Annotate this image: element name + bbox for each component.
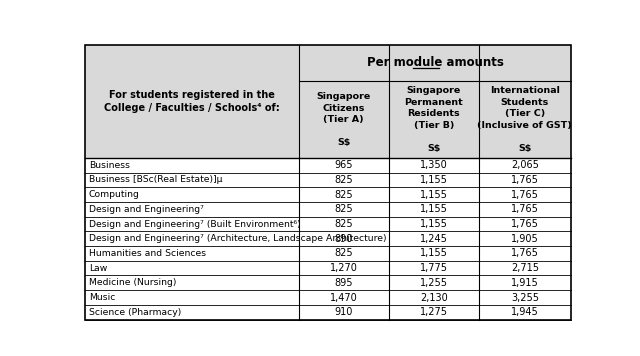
Text: 1,470: 1,470	[330, 293, 358, 303]
Bar	[479, 158, 571, 173]
Text: 1,155: 1,155	[420, 175, 447, 185]
Text: Design and Engineering⁷ (Architecture, Landscape Architecture): Design and Engineering⁷ (Architecture, L…	[89, 234, 387, 243]
Bar	[299, 202, 388, 217]
Text: 1,270: 1,270	[330, 263, 358, 273]
Text: Computing: Computing	[89, 190, 140, 199]
Text: 1,915: 1,915	[511, 278, 539, 288]
Text: 1,275: 1,275	[420, 307, 448, 317]
Text: Science (Pharmacy): Science (Pharmacy)	[89, 308, 181, 317]
Text: 1,775: 1,775	[420, 263, 448, 273]
Text: 1,155: 1,155	[420, 248, 447, 258]
Text: 2,065: 2,065	[511, 160, 539, 170]
Bar	[388, 81, 479, 158]
Bar	[85, 231, 299, 246]
Text: 1,255: 1,255	[420, 278, 448, 288]
Text: 895: 895	[335, 278, 353, 288]
Text: International
Students
(Tier C)
(Inclusive of GST)

S$: International Students (Tier C) (Inclusi…	[477, 87, 572, 153]
Bar	[85, 46, 299, 81]
Text: 1,765: 1,765	[511, 175, 539, 185]
Text: 1,765: 1,765	[511, 190, 539, 200]
Bar	[388, 246, 479, 261]
Bar	[388, 290, 479, 305]
Bar	[299, 231, 388, 246]
Text: 1,945: 1,945	[511, 307, 539, 317]
Text: Singapore
Permanent
Residents
(Tier B)

S$: Singapore Permanent Residents (Tier B) S…	[404, 87, 463, 153]
Bar	[85, 173, 299, 187]
Text: 1,905: 1,905	[511, 234, 539, 244]
Text: 1,155: 1,155	[420, 219, 447, 229]
Bar	[85, 276, 299, 290]
Bar	[299, 217, 388, 231]
Bar	[299, 276, 388, 290]
Text: 1,155: 1,155	[420, 204, 447, 214]
Bar	[388, 173, 479, 187]
Bar	[85, 305, 299, 320]
Bar	[388, 202, 479, 217]
Text: For students registered in the
College / Faculties / Schools⁴ of:: For students registered in the College /…	[104, 90, 280, 113]
Bar	[299, 46, 571, 81]
Bar	[479, 261, 571, 276]
Bar	[479, 276, 571, 290]
Text: 2,715: 2,715	[511, 263, 539, 273]
Bar	[299, 290, 388, 305]
Text: Singapore
Citizens
(Tier A)

S$: Singapore Citizens (Tier A) S$	[317, 92, 371, 147]
Text: 1,350: 1,350	[420, 160, 447, 170]
Bar	[388, 187, 479, 202]
Bar	[388, 261, 479, 276]
Text: 825: 825	[335, 248, 353, 258]
Bar	[85, 158, 299, 173]
Bar	[479, 305, 571, 320]
Bar	[388, 276, 479, 290]
Bar	[85, 202, 299, 217]
Text: 1,765: 1,765	[511, 248, 539, 258]
Text: 965: 965	[335, 160, 353, 170]
Bar	[85, 187, 299, 202]
Text: Humanities and Sciences: Humanities and Sciences	[89, 249, 206, 258]
Bar	[85, 46, 299, 158]
Text: Design and Engineering⁷: Design and Engineering⁷	[89, 205, 204, 214]
Bar	[85, 290, 299, 305]
Text: 3,255: 3,255	[511, 293, 539, 303]
Bar	[479, 202, 571, 217]
Text: 890: 890	[335, 234, 353, 244]
Text: Law: Law	[89, 264, 108, 273]
Bar	[85, 261, 299, 276]
Bar	[388, 217, 479, 231]
Text: 825: 825	[335, 204, 353, 214]
Bar	[388, 305, 479, 320]
Bar	[479, 231, 571, 246]
Text: 825: 825	[335, 175, 353, 185]
Bar	[299, 81, 388, 158]
Bar	[479, 81, 571, 158]
Text: 910: 910	[335, 307, 353, 317]
Text: 1,155: 1,155	[420, 190, 447, 200]
Text: 825: 825	[335, 219, 353, 229]
Bar	[299, 261, 388, 276]
Bar	[388, 231, 479, 246]
Bar	[299, 173, 388, 187]
Text: Music: Music	[89, 293, 115, 302]
Bar	[479, 187, 571, 202]
Bar	[299, 158, 388, 173]
Bar	[85, 217, 299, 231]
Text: Business: Business	[89, 161, 130, 170]
Text: 1,765: 1,765	[511, 219, 539, 229]
Text: Per module amounts: Per module amounts	[367, 56, 504, 69]
Bar	[388, 158, 479, 173]
Text: 1,765: 1,765	[511, 204, 539, 214]
Text: Business [BSc(Real Estate)]µ: Business [BSc(Real Estate)]µ	[89, 176, 223, 184]
Text: Medicine (Nursing): Medicine (Nursing)	[89, 278, 176, 287]
Bar	[299, 187, 388, 202]
Text: 2,130: 2,130	[420, 293, 447, 303]
Bar	[85, 246, 299, 261]
Bar	[479, 217, 571, 231]
Text: Design and Engineering⁷ (Built Environment⁶): Design and Engineering⁷ (Built Environme…	[89, 220, 301, 229]
Bar	[299, 305, 388, 320]
Text: 825: 825	[335, 190, 353, 200]
Bar	[479, 246, 571, 261]
Bar	[479, 290, 571, 305]
Bar	[299, 246, 388, 261]
Bar	[479, 173, 571, 187]
Text: 1,245: 1,245	[420, 234, 447, 244]
